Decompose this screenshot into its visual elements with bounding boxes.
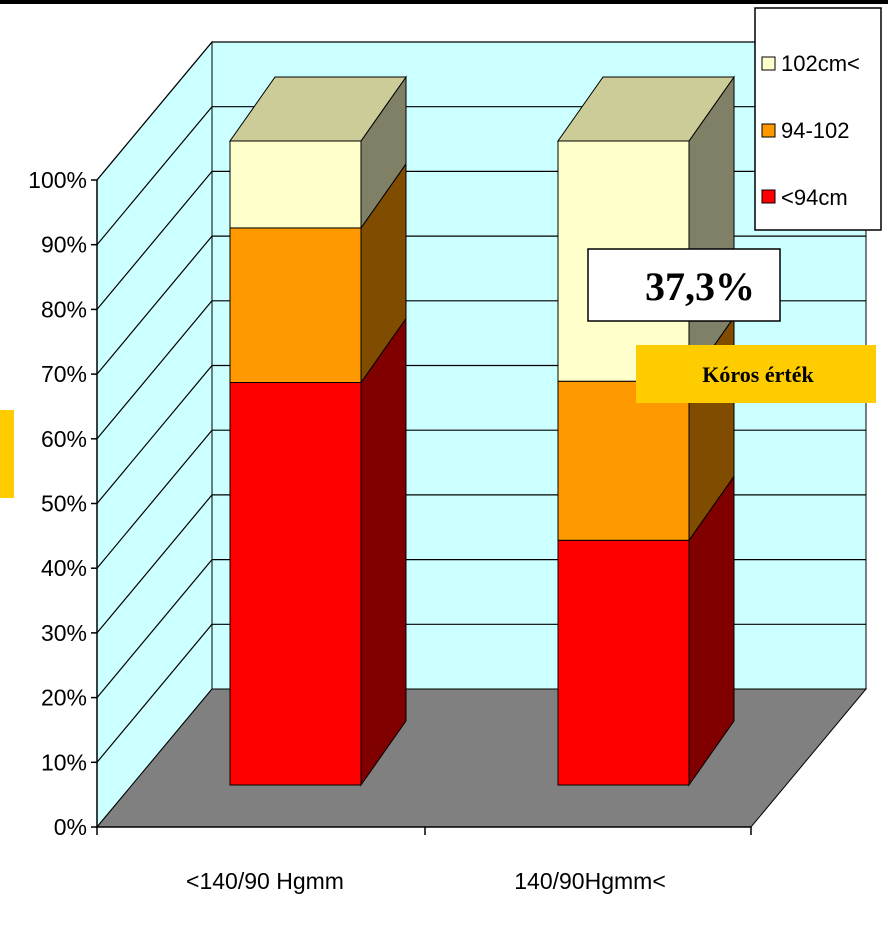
gridline-side [96, 171, 213, 310]
abnormal-flag-box [636, 345, 876, 403]
gridline-side [96, 559, 213, 698]
gridline-side [96, 623, 213, 763]
abnormal-flag: Kóros érték [636, 345, 876, 403]
legend-box [754, 7, 882, 231]
bar-top [229, 76, 407, 142]
legend-swatch-94-102 [761, 123, 776, 138]
chart-floor [95, 688, 868, 828]
legend: 102cm< 94-102 <94cm [754, 7, 882, 231]
y-tick-label: 10% [41, 749, 87, 775]
value-callout: 37,3% [587, 248, 781, 322]
value-callout-box [587, 248, 781, 322]
top-border [0, 0, 888, 4]
gridline-side [96, 41, 213, 181]
abnormal-flag-label: Kóros érték [702, 362, 814, 387]
bar-segment-lt94cm [229, 382, 362, 786]
gridline-side [96, 365, 213, 504]
bar-segment-side [360, 316, 407, 787]
gridline-side [96, 429, 213, 569]
bar-segment-lt94cm [557, 539, 690, 786]
bar-segment-102cm-plus [229, 140, 362, 229]
y-tick-label: 40% [41, 555, 87, 581]
left-edge-marker [0, 410, 14, 498]
y-axis: 0% 10% 20% 30% 40% 50% 60% 70% 80% 90% 100% [28, 167, 98, 840]
legend-label-94-102: 94-102 [781, 118, 850, 143]
value-callout-label: 37,3% [645, 264, 755, 309]
gridline-side [96, 300, 213, 440]
gridline-side [96, 494, 213, 634]
y-tick-label: 60% [41, 426, 87, 452]
y-tick-label: 70% [41, 361, 87, 387]
y-tick-label: 90% [41, 232, 87, 258]
bar-segment-94-102 [229, 227, 362, 383]
legend-label-102cm: 102cm< [781, 51, 860, 76]
legend-swatch-102cm [761, 56, 776, 71]
y-tick-label: 0% [54, 814, 87, 840]
bar-segment-94-102 [557, 380, 690, 541]
x-category-label: <140/90 Hgmm [186, 868, 344, 894]
y-tick-label: 80% [41, 296, 87, 322]
gridline-side [96, 106, 213, 246]
legend-swatch-94cm [761, 189, 776, 204]
bar-top [557, 76, 735, 142]
y-tick-label: 50% [41, 491, 87, 517]
y-tick-label: 100% [28, 167, 87, 193]
x-category-label: 140/90Hgmm< [514, 868, 666, 894]
y-tick-label: 20% [41, 685, 87, 711]
x-axis: <140/90 Hgmm 140/90Hgmm< [96, 826, 752, 894]
legend-label-94cm: <94cm [781, 185, 848, 210]
y-tick-label: 30% [41, 620, 87, 646]
gridline-side [96, 235, 213, 375]
